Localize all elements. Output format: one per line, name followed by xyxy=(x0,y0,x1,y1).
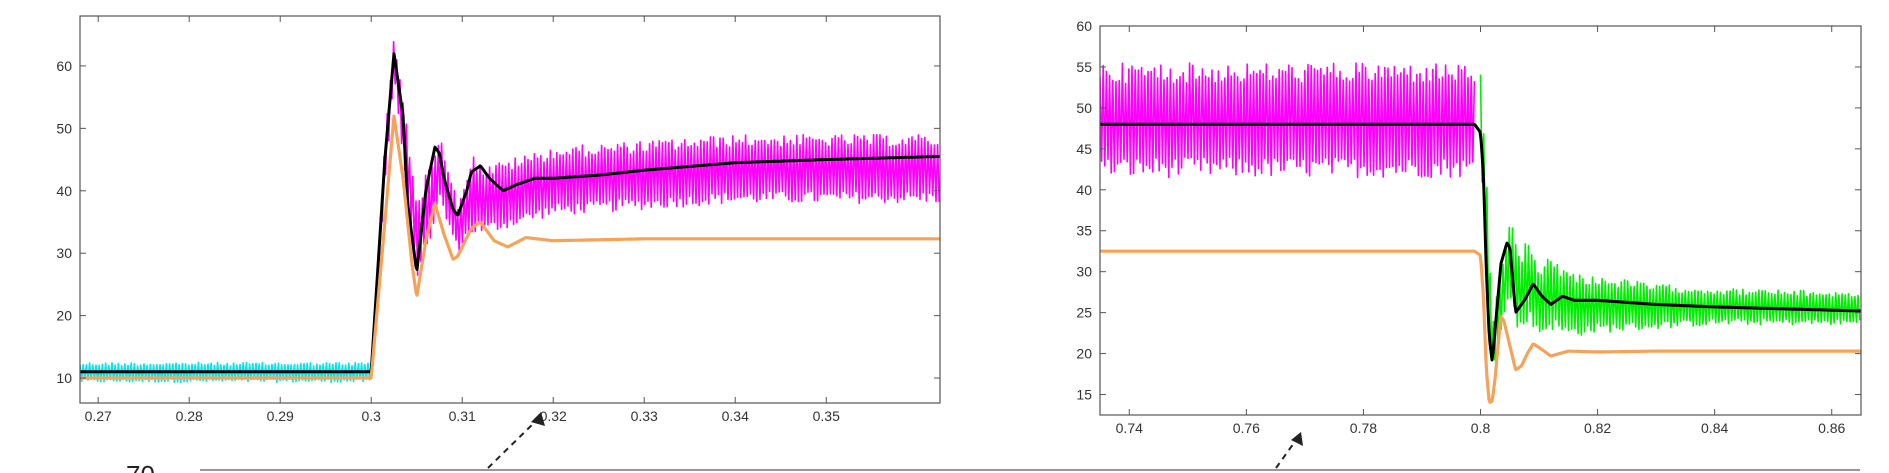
axis-ticks-right: 0.74 0.76 0.78 0.8 0.82 0.84 0.86 15 20 25 30 35 40 4… xyxy=(1076,18,1861,436)
x-tick-label: 0.28 xyxy=(176,408,203,424)
x-tick-label: 0.78 xyxy=(1350,420,1377,436)
y-tick-label: 60 xyxy=(56,58,72,74)
series-band-0 xyxy=(1100,62,1476,179)
plot-frame-left xyxy=(79,15,941,404)
y-tick-label: 50 xyxy=(1076,100,1092,116)
y-tick-label: 40 xyxy=(56,183,72,199)
y-tick-label: 30 xyxy=(1076,264,1092,280)
x-tick-label: 0.32 xyxy=(540,408,567,424)
x-tick-label: 0.35 xyxy=(813,408,840,424)
series-group-right xyxy=(1100,62,1861,404)
fragment-label: 70 xyxy=(126,460,155,473)
x-tick-label: 0.86 xyxy=(1818,420,1845,436)
chart-left: 0.27 0.28 0.29 0.3 0.31 0.32 0.33 0.34 0.35 10 20 3… xyxy=(56,15,941,424)
y-tick-label: 15 xyxy=(1076,387,1092,403)
series-line-2 xyxy=(80,52,940,374)
x-tick-label: 0.27 xyxy=(85,408,112,424)
x-tick-label: 0.82 xyxy=(1584,420,1611,436)
chart-right: 0.74 0.76 0.78 0.8 0.82 0.84 0.86 15 20 25 30 35 40 4… xyxy=(1076,18,1862,436)
y-tick-label: 20 xyxy=(56,308,72,324)
y-tick-label: 50 xyxy=(56,120,72,136)
y-tick-label: 10 xyxy=(56,370,72,386)
x-tick-label: 0.33 xyxy=(631,408,658,424)
x-tick-label: 0.31 xyxy=(449,408,476,424)
series-band-1 xyxy=(370,40,940,372)
series-group-left xyxy=(80,40,940,384)
x-tick-label: 0.3 xyxy=(361,408,381,424)
x-tick-label: 0.84 xyxy=(1701,420,1728,436)
x-tick-label: 0.34 xyxy=(722,408,749,424)
y-tick-label: 40 xyxy=(1076,182,1092,198)
x-tick-label: 0.74 xyxy=(1116,420,1143,436)
y-tick-label: 60 xyxy=(1076,18,1092,34)
y-tick-label: 20 xyxy=(1076,346,1092,362)
y-tick-label: 35 xyxy=(1076,223,1092,239)
series-line-2 xyxy=(1100,122,1861,362)
series-line-3 xyxy=(80,114,940,380)
y-tick-label: 30 xyxy=(56,245,72,261)
series-line-3 xyxy=(1100,249,1861,404)
pointer-arrow-left xyxy=(487,412,545,469)
axis-ticks-left: 0.27 0.28 0.29 0.3 0.31 0.32 0.33 0.34 0.35 10 20 3… xyxy=(56,16,940,424)
x-tick-label: 0.8 xyxy=(1471,420,1491,436)
x-tick-label: 0.29 xyxy=(267,408,294,424)
x-tick-label: 0.76 xyxy=(1233,420,1260,436)
y-tick-label: 25 xyxy=(1076,305,1092,321)
y-tick-label: 45 xyxy=(1076,141,1092,157)
pointer-arrow-right xyxy=(1275,432,1303,469)
y-tick-label: 55 xyxy=(1076,59,1092,75)
